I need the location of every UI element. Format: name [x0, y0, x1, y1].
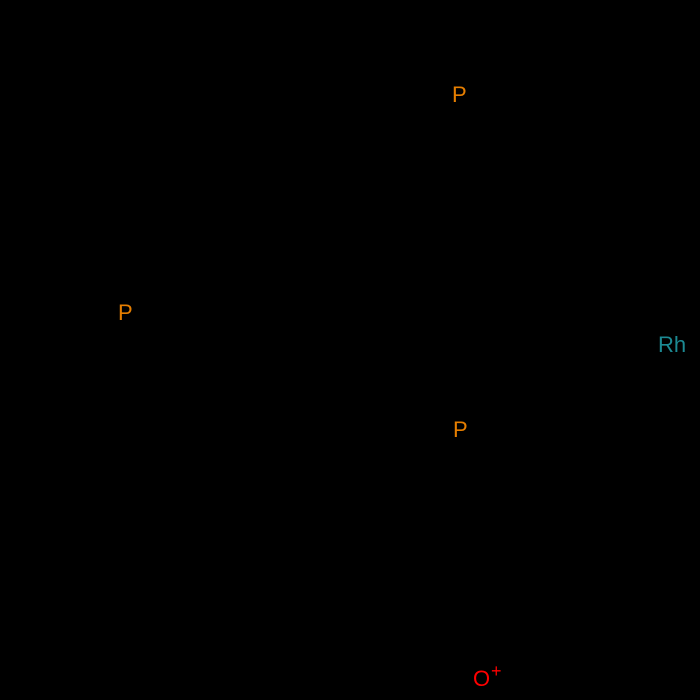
svg-text:P: P [452, 82, 467, 107]
svg-text:P: P [118, 300, 133, 325]
svg-text:O: O [473, 666, 490, 691]
svg-text:P: P [453, 417, 468, 442]
svg-text:+: + [491, 661, 502, 681]
svg-text:Rh: Rh [658, 332, 686, 357]
